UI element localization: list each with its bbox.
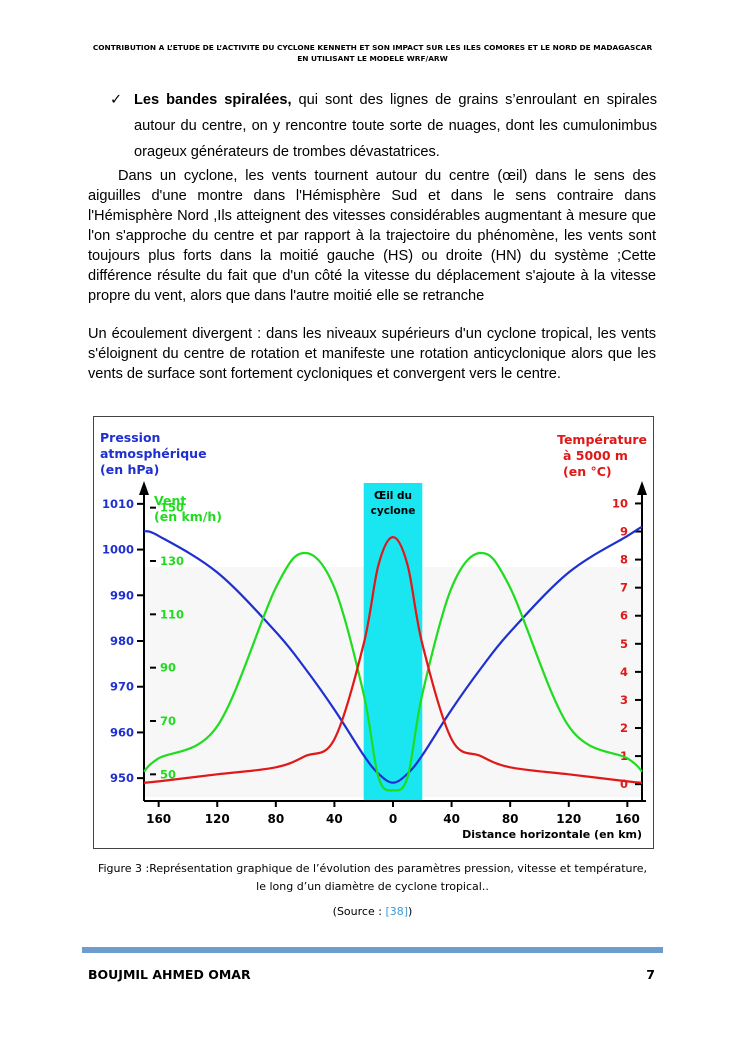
footer-author: BOUJMIL AHMED OMAR: [88, 967, 251, 982]
source-reference-link[interactable]: [38]: [385, 905, 409, 918]
pressure-tick-label: 970: [110, 680, 134, 694]
x-tick-label: 120: [556, 812, 581, 826]
check-mark-icon: ✓: [110, 92, 123, 108]
footer-divider: [82, 947, 663, 953]
caption-line-1: Figure 3 :Représentation graphique de l’…: [97, 862, 648, 875]
header-line-2: EN UTILISANT LE MODELE WRF/ARW: [297, 54, 448, 63]
temp-tick-label: 8: [620, 553, 628, 567]
wind-tick-label: 130: [160, 554, 184, 568]
bullet-spiral-bands: ✓ Les bandes spiralées, qui sont des lig…: [110, 87, 657, 165]
bullet-title: Les bandes spiralées,: [134, 92, 292, 108]
cyclone-profile-figure: Œil du cyclone 1010 1000 990 980 970 960 950 15…: [93, 416, 654, 849]
wind-tick-label: 150: [160, 501, 184, 515]
x-tick-label: 80: [502, 812, 519, 826]
eye-band: [363, 483, 423, 801]
pressure-tick-label: 950: [110, 771, 134, 785]
bullet-body: qui sont des lignes de grains s’enroulan…: [134, 92, 657, 160]
pressure-tick-label: 1010: [102, 497, 134, 511]
paragraph-divergent-flow: Un écoulement divergent : dans les nivea…: [88, 326, 656, 382]
wind-tick-label: 50: [160, 767, 176, 781]
temp-tick-label: 3: [620, 693, 628, 707]
wind-curve: [143, 551, 643, 792]
axis-titles: Pression atmosphérique (en hPa) Vent (en…: [100, 430, 647, 841]
x-tick-label: 40: [326, 812, 343, 826]
x-tick-label: 160: [146, 812, 171, 826]
paragraph-wind-rotation: Dans un cyclone, les vents tournent auto…: [88, 168, 656, 304]
source-prefix: (Source :: [332, 905, 386, 918]
temp-title-2: à 5000 m: [563, 448, 628, 463]
temperature-curve: [143, 535, 643, 784]
pressure-title-1: Pression: [100, 430, 160, 445]
eye-label-line-1: Œil du: [374, 490, 412, 502]
wind-title-1: Vent: [154, 493, 186, 508]
temp-tick-label: 2: [620, 721, 628, 735]
chart-series: [143, 525, 643, 792]
eye-label: Œil du cyclone: [371, 490, 416, 517]
pressure-tick-label: 960: [110, 725, 134, 739]
pressure-title-3: (en hPa): [100, 462, 159, 477]
pressure-title-2: atmosphérique: [100, 446, 207, 461]
bullet-text: Les bandes spiralées, qui sont des ligne…: [134, 87, 657, 165]
cyclone-profile-chart: Œil du cyclone 1010100099098097096095015…: [100, 430, 647, 841]
header-line-1: CONTRIBUTION A L’ETUDE DE L’ACTIVITE DU …: [92, 43, 653, 52]
left-axis-arrow: [139, 481, 149, 495]
temp-title-3: (en °C): [563, 464, 612, 479]
temp-tick-label: 7: [620, 581, 628, 595]
x-axis-title: Distance horizontale (en km): [462, 828, 642, 841]
x-tick-label: 120: [205, 812, 230, 826]
wind-tick-label: 90: [160, 661, 176, 675]
temp-tick-label: 9: [620, 525, 628, 539]
eye-label-line-2: cyclone: [371, 505, 416, 517]
pressure-tick-label: 980: [110, 634, 134, 648]
x-tick-label: 40: [443, 812, 460, 826]
chart-ticks: 1010100099098097096095015013011090705010…: [102, 496, 642, 826]
temp-tick-label: 10: [612, 496, 628, 510]
temp-tick-label: 4: [620, 665, 628, 679]
temp-tick-label: 6: [620, 609, 628, 623]
temp-tick-label: 5: [620, 637, 628, 651]
temp-title-1: Température: [557, 432, 647, 447]
x-tick-label: 160: [615, 812, 640, 826]
temp-tick-label: 0: [620, 777, 628, 791]
figure-caption: Figure 3 :Représentation graphique de l’…: [90, 860, 655, 896]
source-suffix: ): [408, 905, 413, 918]
pressure-tick-label: 1000: [102, 543, 134, 557]
x-tick-label: 80: [267, 812, 284, 826]
running-header: CONTRIBUTION A L’ETUDE DE L’ACTIVITE DU …: [80, 42, 665, 64]
right-axis-arrow: [637, 481, 647, 495]
x-tick-label: 0: [389, 812, 397, 826]
caption-line-2: le long d’un diamètre de cyclone tropica…: [256, 880, 489, 893]
chart-axes: [139, 481, 647, 802]
page-number: 7: [646, 967, 655, 982]
pressure-curve: [143, 525, 643, 784]
wind-title-2: (en km/h): [154, 509, 222, 524]
pressure-tick-label: 990: [110, 588, 134, 602]
figure-source: (Source : [38]): [0, 905, 745, 918]
wind-tick-label: 70: [160, 714, 176, 728]
wind-tick-label: 110: [160, 607, 184, 621]
